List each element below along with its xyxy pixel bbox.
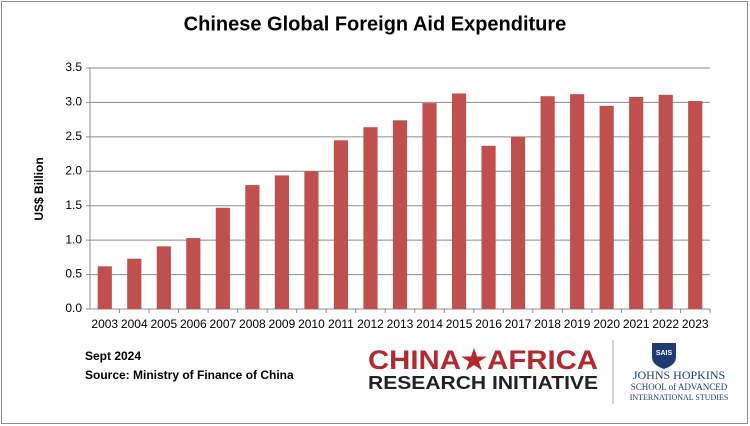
y-tick-label: 0.0 [65, 301, 82, 315]
x-tick-label: 2004 [121, 317, 148, 331]
x-tick-label: 2016 [475, 317, 502, 331]
y-tick-label: 1.0 [65, 232, 82, 246]
jhu-line: SCHOOL of ADVANCED [631, 382, 728, 392]
y-tick-label: 0.5 [65, 267, 82, 281]
bar [599, 105, 614, 309]
x-tick-label: 2013 [387, 317, 414, 331]
date-note: Sept 2024 [85, 349, 141, 363]
y-tick-label: 2.5 [65, 129, 82, 143]
bar [186, 238, 201, 309]
y-axis-label: US$ Billion [32, 157, 46, 220]
x-tick-label: 2020 [593, 317, 620, 331]
x-tick-label: 2011 [328, 317, 354, 331]
bar [156, 246, 171, 309]
x-tick-label: 2023 [682, 317, 709, 331]
bar [481, 145, 496, 309]
x-tick-label: 2017 [505, 317, 532, 331]
x-tick-label: 2018 [534, 317, 561, 331]
sais-badge: SAIS [656, 350, 673, 357]
bar [422, 103, 437, 309]
x-tick-label: 2007 [210, 317, 237, 331]
x-tick-label: 2010 [298, 317, 325, 331]
bar [540, 96, 555, 309]
x-tick-label: 2008 [239, 317, 266, 331]
cari-logo-bottom: RESEARCH INITIATIVE [368, 373, 598, 393]
x-tick-label: 2021 [623, 317, 650, 331]
x-tick-label: 2014 [416, 317, 443, 331]
y-tick-label: 2.0 [65, 163, 82, 177]
bar [363, 127, 378, 310]
bar [629, 96, 644, 309]
bar [392, 120, 408, 310]
bar [511, 136, 526, 309]
bar [570, 94, 585, 309]
bar [658, 94, 673, 310]
bar [451, 93, 467, 309]
jhu-name: JOHNS HOPKINS [633, 368, 725, 382]
bar [97, 266, 112, 309]
jhu-line: INTERNATIONAL STUDIES [630, 393, 729, 402]
bar [274, 175, 289, 309]
sais-shield [652, 343, 676, 369]
x-tick-label: 2003 [91, 317, 118, 331]
x-tick-label: 2009 [269, 317, 296, 331]
y-tick-label: 3.5 [65, 60, 82, 74]
bar [333, 140, 349, 309]
x-tick-label: 2015 [446, 317, 473, 331]
cari-logo-top: CHINA★AFRICA [368, 345, 598, 375]
bar [215, 207, 230, 309]
x-tick-label: 2019 [564, 317, 591, 331]
source-note: Source: Ministry of Finance of China [85, 368, 294, 382]
y-tick-label: 1.5 [65, 198, 82, 212]
x-tick-label: 2005 [150, 317, 177, 331]
bar [304, 171, 319, 309]
x-tick-label: 2022 [652, 317, 679, 331]
y-tick-label: 3.0 [65, 95, 82, 109]
bar [688, 101, 703, 310]
x-tick-label: 2006 [180, 317, 207, 331]
x-tick-label: 2012 [357, 317, 384, 331]
bar [127, 258, 142, 309]
bar [245, 185, 260, 309]
chart-title: Chinese Global Foreign Aid Expenditure [184, 13, 567, 35]
